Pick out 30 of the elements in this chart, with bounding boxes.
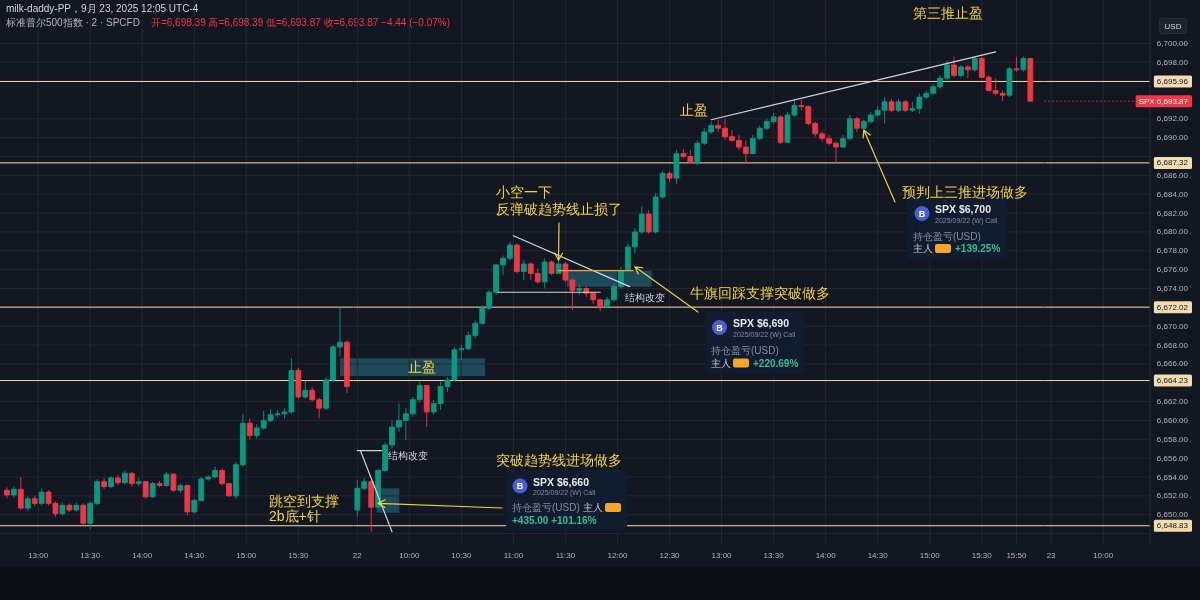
annotation: B [516,481,524,491]
annotation: 止盈 [680,102,708,118]
annotation: 预判上三推进场做多 [902,184,1028,200]
readout: 开=6,698.39 高=6,698.39 低=6,693.87 收=6,693.87 −4.44 (−0.07%) [150,16,451,28]
header: milk-daddy-PP，9月 23, 2025 12:05 UTC-4 [6,2,199,14]
annotation: 止盈 [408,359,436,375]
annotation: 跳空到支撑 [269,493,339,509]
annotation: 结构改变 [625,291,665,303]
annotation: 持仓盈亏(USD) [512,502,580,513]
annotation: 突破趋势线进场做多 [496,452,622,468]
annotation: 主人 [711,357,731,369]
annotation: 第三推止盈 [913,5,983,21]
annotation: 主人 [583,502,603,513]
annotation: +220.69% [753,357,799,369]
annotation: SPX $6,700 [935,203,992,215]
annotation: 2b底+针 [269,508,321,524]
annotation: SPX $6,690 [733,317,790,329]
annotation: B [918,208,926,219]
annotation: 持仓盈亏(USD) [913,230,981,242]
annotation: 持仓盈亏(USD) [711,345,779,356]
title: 标准普尔500指数 · 2 · SPCFD [6,16,140,28]
annotation: SPX $6,660 [533,475,590,488]
annotation: 主人 [913,243,933,254]
annotation: B [716,322,723,333]
annotation: 结构改变 [388,449,428,461]
annotation: 牛旗回踩支撑突破做多 [690,285,830,301]
annotation: +435.00 +101.16% [512,515,597,526]
annotation: 反弹破趋势线止损了 [496,201,622,217]
annotation: 小空一下 [496,184,552,200]
annotation: +139.25% [955,243,1001,254]
